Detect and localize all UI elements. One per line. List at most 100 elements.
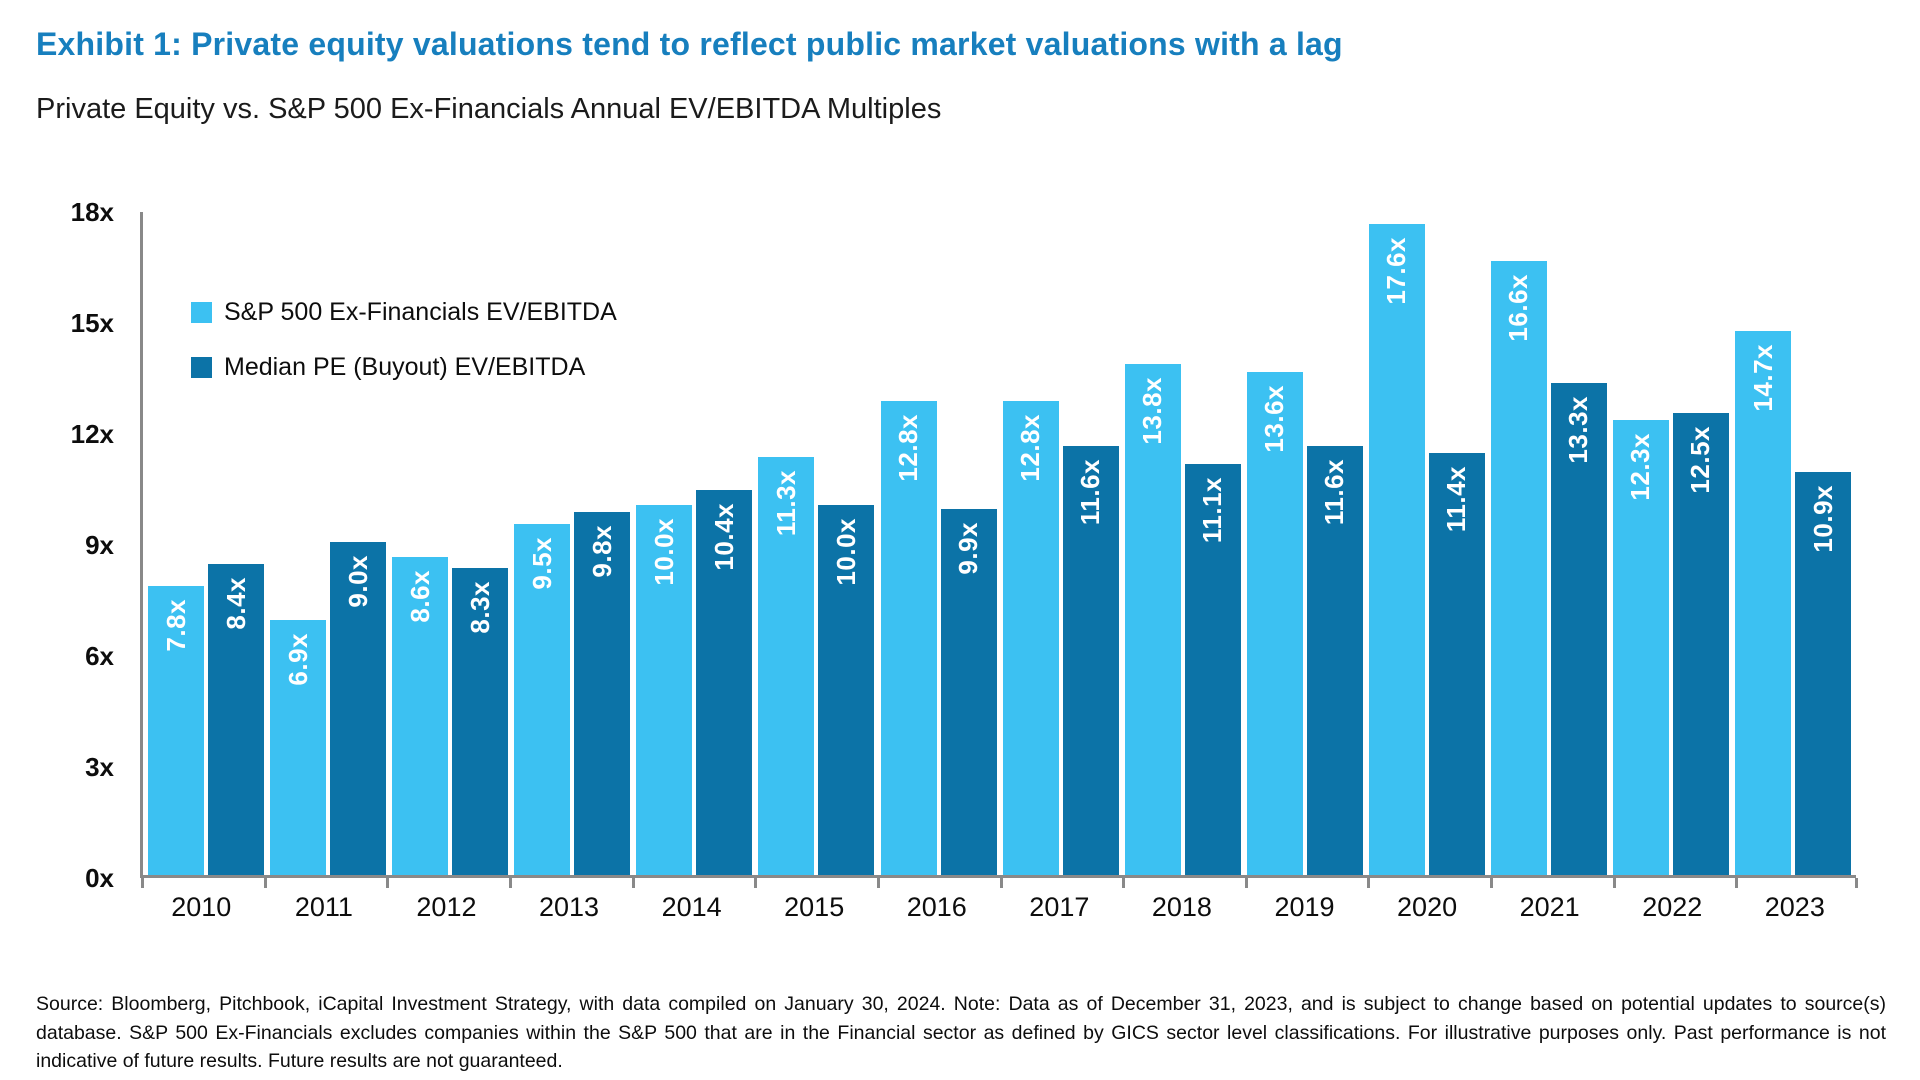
- legend-item-sp500: S&P 500 Ex-Financials EV/EBITDA: [191, 298, 617, 327]
- x-axis-label-2014: 2014: [661, 892, 722, 922]
- bar-value-label: 10.0x: [830, 518, 861, 586]
- x-axis-label-2023: 2023: [1764, 892, 1825, 922]
- x-axis-label-2017: 2017: [1029, 892, 1090, 922]
- bar: 14.7x: [1735, 331, 1792, 875]
- x-axis-label-2018: 2018: [1151, 892, 1212, 922]
- bar-value-label: 9.0x: [342, 555, 373, 608]
- x-tick-mark: [999, 878, 1003, 888]
- x-axis-label-2021: 2021: [1519, 892, 1580, 922]
- bar: 11.1x: [1184, 464, 1241, 875]
- bar-value-label: 11.3x: [770, 469, 801, 537]
- bar-group-2020: 17.6x 11.4x: [1366, 212, 1488, 875]
- x-tick-mark: [1244, 878, 1248, 888]
- bar: 9.8x: [574, 512, 631, 875]
- bar-value-label: 9.8x: [586, 525, 617, 579]
- y-tick-label: 18x: [70, 197, 114, 227]
- bar-group-2016: 12.8x 9.9x: [877, 212, 999, 875]
- x-axis-ticks: [141, 878, 1858, 888]
- bar-chart: 0x 3x 6x 9x 12x 15x 18x 7.8x 8.4x 6.9x 9.0x 8.6x 8.…: [36, 176, 1884, 956]
- bar-value-label: 8.3x: [464, 580, 495, 634]
- y-tick-label: 15x: [70, 308, 114, 338]
- bar-value-label: 10.9x: [1807, 484, 1838, 553]
- bar-value-label: 13.6x: [1259, 384, 1290, 453]
- bar: 11.6x: [1306, 445, 1363, 875]
- bar-value-label: 12.8x: [893, 414, 923, 482]
- y-tick-label: 6x: [85, 641, 114, 671]
- bar: 13.6x: [1246, 371, 1303, 875]
- bar-group-2022: 12.3x 12.5x: [1610, 212, 1732, 875]
- bar-groups: 7.8x 8.4x 6.9x 9.0x 8.6x 8.3x 9.5x 9.8x 10.0x 10.…: [143, 212, 1856, 875]
- bar-value-label: 13.3x: [1563, 395, 1594, 464]
- bar: 9.0x: [330, 542, 387, 875]
- x-axis-label-2015: 2015: [784, 892, 845, 922]
- x-tick-mark: [386, 878, 390, 888]
- x-tick-mark: [876, 878, 880, 888]
- bar: 11.6x: [1062, 445, 1119, 875]
- bar: 12.3x: [1612, 419, 1669, 875]
- x-tick-mark: [508, 878, 512, 888]
- bar-value-label: 14.7x: [1747, 344, 1778, 412]
- x-tick-mark: [1490, 878, 1494, 888]
- legend-item-pe-buyout: Median PE (Buyout) EV/EBITDA: [191, 353, 617, 382]
- x-axis-labels: 2010 2011 2012 2013 2014 2015 2016 2017 2018 2019…: [140, 892, 1856, 923]
- legend-label: Median PE (Buyout) EV/EBITDA: [224, 353, 586, 381]
- bar: 8.4x: [208, 564, 265, 875]
- bar-group-2017: 12.8x 11.6x: [1000, 212, 1122, 875]
- bar-group-2015: 11.3x 10.0x: [755, 212, 877, 875]
- y-tick-label: 0x: [85, 863, 114, 893]
- bar: 10.0x: [636, 505, 693, 875]
- bar: 12.8x: [880, 401, 937, 875]
- legend-swatch-light-blue: [191, 302, 212, 323]
- chart-legend: S&P 500 Ex-Financials EV/EBITDA Median P…: [191, 298, 617, 382]
- x-tick-mark: [263, 878, 267, 888]
- bar-value-label: 7.8x: [160, 599, 191, 653]
- x-axis-label-2011: 2011: [294, 892, 353, 922]
- bar: 10.4x: [696, 490, 753, 875]
- bar-group-2011: 6.9x 9.0x: [267, 212, 389, 875]
- x-axis-label-2010: 2010: [171, 892, 232, 922]
- bar: 8.3x: [452, 567, 509, 875]
- bar-group-2012: 8.6x 8.3x: [389, 212, 511, 875]
- plot-area: 7.8x 8.4x 6.9x 9.0x 8.6x 8.3x 9.5x 9.8x 10.0x 10.…: [140, 212, 1858, 888]
- bar-value-label: 10.0x: [648, 518, 679, 586]
- bar-group-2010: 7.8x 8.4x: [145, 212, 267, 875]
- x-tick-mark: [1735, 878, 1739, 888]
- bar: 10.9x: [1795, 471, 1852, 875]
- x-axis-label-2020: 2020: [1397, 892, 1458, 922]
- x-axis-label-2013: 2013: [538, 892, 600, 922]
- bar-value-label: 17.6x: [1381, 236, 1412, 305]
- bar-value-label: 16.6x: [1503, 273, 1534, 342]
- bar-value-label: 6.9x: [282, 632, 313, 686]
- bar-value-label: 11.6x: [1075, 458, 1106, 525]
- y-tick-label: 3x: [85, 752, 114, 782]
- bar: 10.0x: [818, 505, 875, 875]
- source-note: Source: Bloomberg, Pitchbook, iCapital I…: [36, 993, 1886, 1073]
- bar: 17.6x: [1368, 223, 1425, 875]
- x-axis-label-2019: 2019: [1274, 892, 1335, 922]
- bar-value-label: 12.5x: [1685, 425, 1716, 494]
- x-axis-label-2012: 2012: [416, 892, 477, 922]
- bar-group-2013: 9.5x 9.8x: [511, 212, 633, 875]
- bar-value-label: 11.1x: [1197, 477, 1228, 544]
- bar-group-2018: 13.8x 11.1x: [1122, 212, 1244, 875]
- legend-swatch-dark-blue: [191, 357, 212, 378]
- bar: 7.8x: [148, 586, 205, 875]
- bar: 9.9x: [940, 508, 997, 875]
- y-tick-label: 9x: [85, 530, 114, 560]
- bar-value-label: 11.6x: [1319, 458, 1350, 525]
- bar-value-label: 10.4x: [708, 503, 739, 571]
- x-tick-mark: [1122, 878, 1126, 888]
- bar-value-label: 12.8x: [1015, 414, 1046, 482]
- bar-value-label: 8.4x: [220, 577, 251, 630]
- bar: 12.8x: [1002, 401, 1059, 875]
- bar-group-2021: 16.6x 13.3x: [1488, 212, 1610, 875]
- bar-value-label: 9.9x: [953, 521, 983, 575]
- x-tick-mark: [141, 878, 144, 888]
- x-tick-mark: [631, 878, 635, 888]
- bar: 8.6x: [392, 556, 449, 875]
- bar-group-2023: 14.7x 10.9x: [1732, 212, 1854, 875]
- bar: 11.3x: [758, 456, 815, 875]
- bar: 16.6x: [1490, 260, 1547, 875]
- bar-value-label: 12.3x: [1625, 432, 1656, 501]
